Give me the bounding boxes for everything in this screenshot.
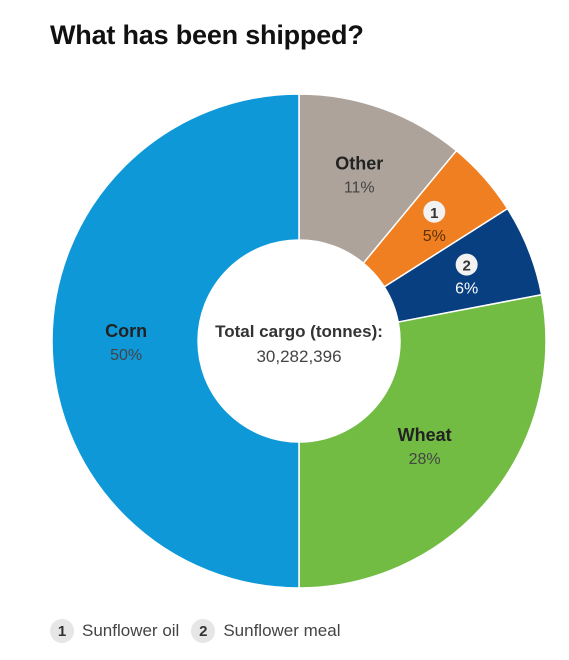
chart-title: What has been shipped? — [50, 20, 364, 50]
slice-label-wheat: Wheat — [398, 425, 452, 445]
legend-label: Sunflower oil — [82, 621, 180, 640]
slice-label-other: Other — [335, 154, 383, 174]
legend-label: Sunflower meal — [223, 621, 341, 640]
legend-badge: 1 — [50, 619, 74, 643]
slice-key-label: 1 — [430, 205, 438, 222]
center-value: 30,282,396 — [256, 347, 341, 366]
slice-percent-corn: 50% — [110, 347, 142, 364]
slice-key-badge — [455, 253, 478, 276]
slice-key-label: 2 — [462, 258, 470, 275]
slice-label-corn: Corn — [105, 321, 147, 341]
slice-percent-2: 6% — [455, 281, 478, 298]
slice-percent-wheat: 28% — [409, 451, 441, 468]
center-label: Total cargo (tonnes): — [215, 322, 383, 341]
legend: 1 Sunflower oil 2 Sunflower meal — [50, 619, 353, 643]
donut-hole — [198, 240, 400, 442]
slice-percent-other: 11% — [344, 180, 375, 197]
legend-badge: 2 — [191, 619, 216, 643]
slice-percent-1: 5% — [423, 228, 446, 245]
donut-chart: Other 11% 1 5% 2 6% Wheat 28% Corn 50% Total carg… — [51, 93, 547, 589]
legend-item-sunflower-meal: 2 Sunflower meal — [191, 619, 341, 643]
legend-item-sunflower-oil: 1 Sunflower oil — [50, 619, 179, 643]
slice-key-badge — [423, 200, 446, 223]
